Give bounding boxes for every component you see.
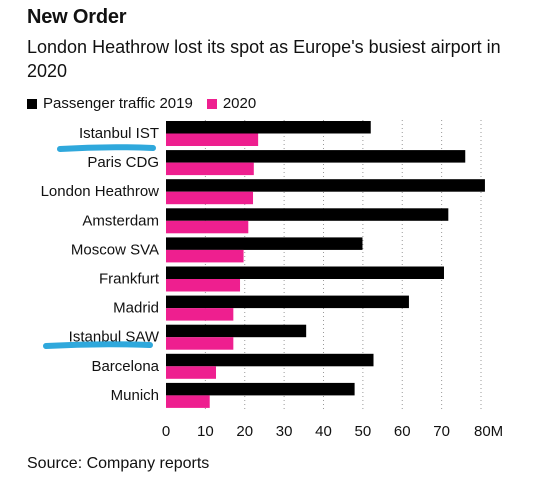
bar-2019-amsterdam — [166, 208, 449, 221]
x-tick-label-6: 60 — [394, 423, 411, 440]
legend-swatch-2020 — [206, 98, 217, 109]
bar-2019-paris-cdg — [166, 150, 466, 163]
category-label-istanbul-saw: Istanbul SAW — [69, 329, 160, 346]
category-label-istanbul-ist: Istanbul IST — [79, 125, 159, 142]
legend-label-2019: Passenger traffic 2019 — [43, 95, 193, 112]
x-tick-label-3: 30 — [276, 423, 293, 440]
x-tick-label-4: 40 — [315, 423, 332, 440]
x-tick-label-7: 70 — [433, 423, 450, 440]
bar-2020-istanbul-saw — [166, 337, 234, 350]
category-label-paris-cdg: Paris CDG — [87, 154, 159, 171]
bar-2019-madrid — [166, 295, 409, 309]
highlight-istanbul-saw — [43, 341, 153, 349]
category-label-madrid: Madrid — [113, 300, 159, 317]
bar-2019-london-heathrow — [166, 179, 485, 192]
bar-2019-moscow-sva — [166, 237, 363, 250]
bar-2020-madrid — [166, 308, 234, 321]
legend-entry-2019: Passenger traffic 2019 — [27, 95, 193, 112]
legend: Passenger traffic 2019 2020 — [27, 95, 270, 112]
x-tick-label-1: 10 — [197, 423, 214, 440]
bar-2019-munich — [166, 382, 355, 396]
highlight-istanbul-ist — [57, 144, 156, 152]
bar-2020-munich — [166, 395, 210, 408]
x-tick-label-8: 80M — [474, 423, 503, 440]
category-label-munich: Munich — [111, 387, 159, 404]
bar-2020-london-heathrow — [166, 191, 254, 205]
legend-label-2020: 2020 — [222, 95, 257, 112]
category-label-moscow-sva: Moscow SVA — [71, 241, 159, 258]
category-label-frankfurt: Frankfurt — [99, 271, 160, 288]
source-note: Source: Company reports — [27, 455, 210, 472]
category-label-barcelona: Barcelona — [91, 358, 159, 375]
bar-2020-amsterdam — [166, 220, 249, 234]
bar-2019-istanbul-saw — [166, 324, 307, 338]
x-tick-label-2: 20 — [236, 423, 253, 440]
category-label-london-heathrow: London Heathrow — [41, 183, 160, 200]
bar-2019-frankfurt — [166, 266, 444, 279]
bar-2020-istanbul-ist — [166, 133, 259, 146]
chart-subtitle: London Heathrow lost its spot as Europe'… — [27, 37, 501, 81]
bar-2020-paris-cdg — [166, 162, 254, 176]
bar-2020-barcelona — [166, 366, 217, 379]
x-tick-label-0: 0 — [162, 423, 170, 440]
legend-swatch-2019 — [27, 98, 37, 109]
chart-title: New Order — [27, 6, 127, 28]
category-label-amsterdam: Amsterdam — [82, 212, 159, 229]
x-tick-label-5: 50 — [355, 423, 372, 440]
bar-2020-frankfurt — [166, 279, 241, 292]
bar-2019-barcelona — [166, 353, 374, 367]
bar-2020-moscow-sva — [166, 249, 244, 263]
legend-entry-2020: 2020 — [206, 95, 257, 112]
bar-2019-istanbul-ist — [166, 121, 371, 134]
